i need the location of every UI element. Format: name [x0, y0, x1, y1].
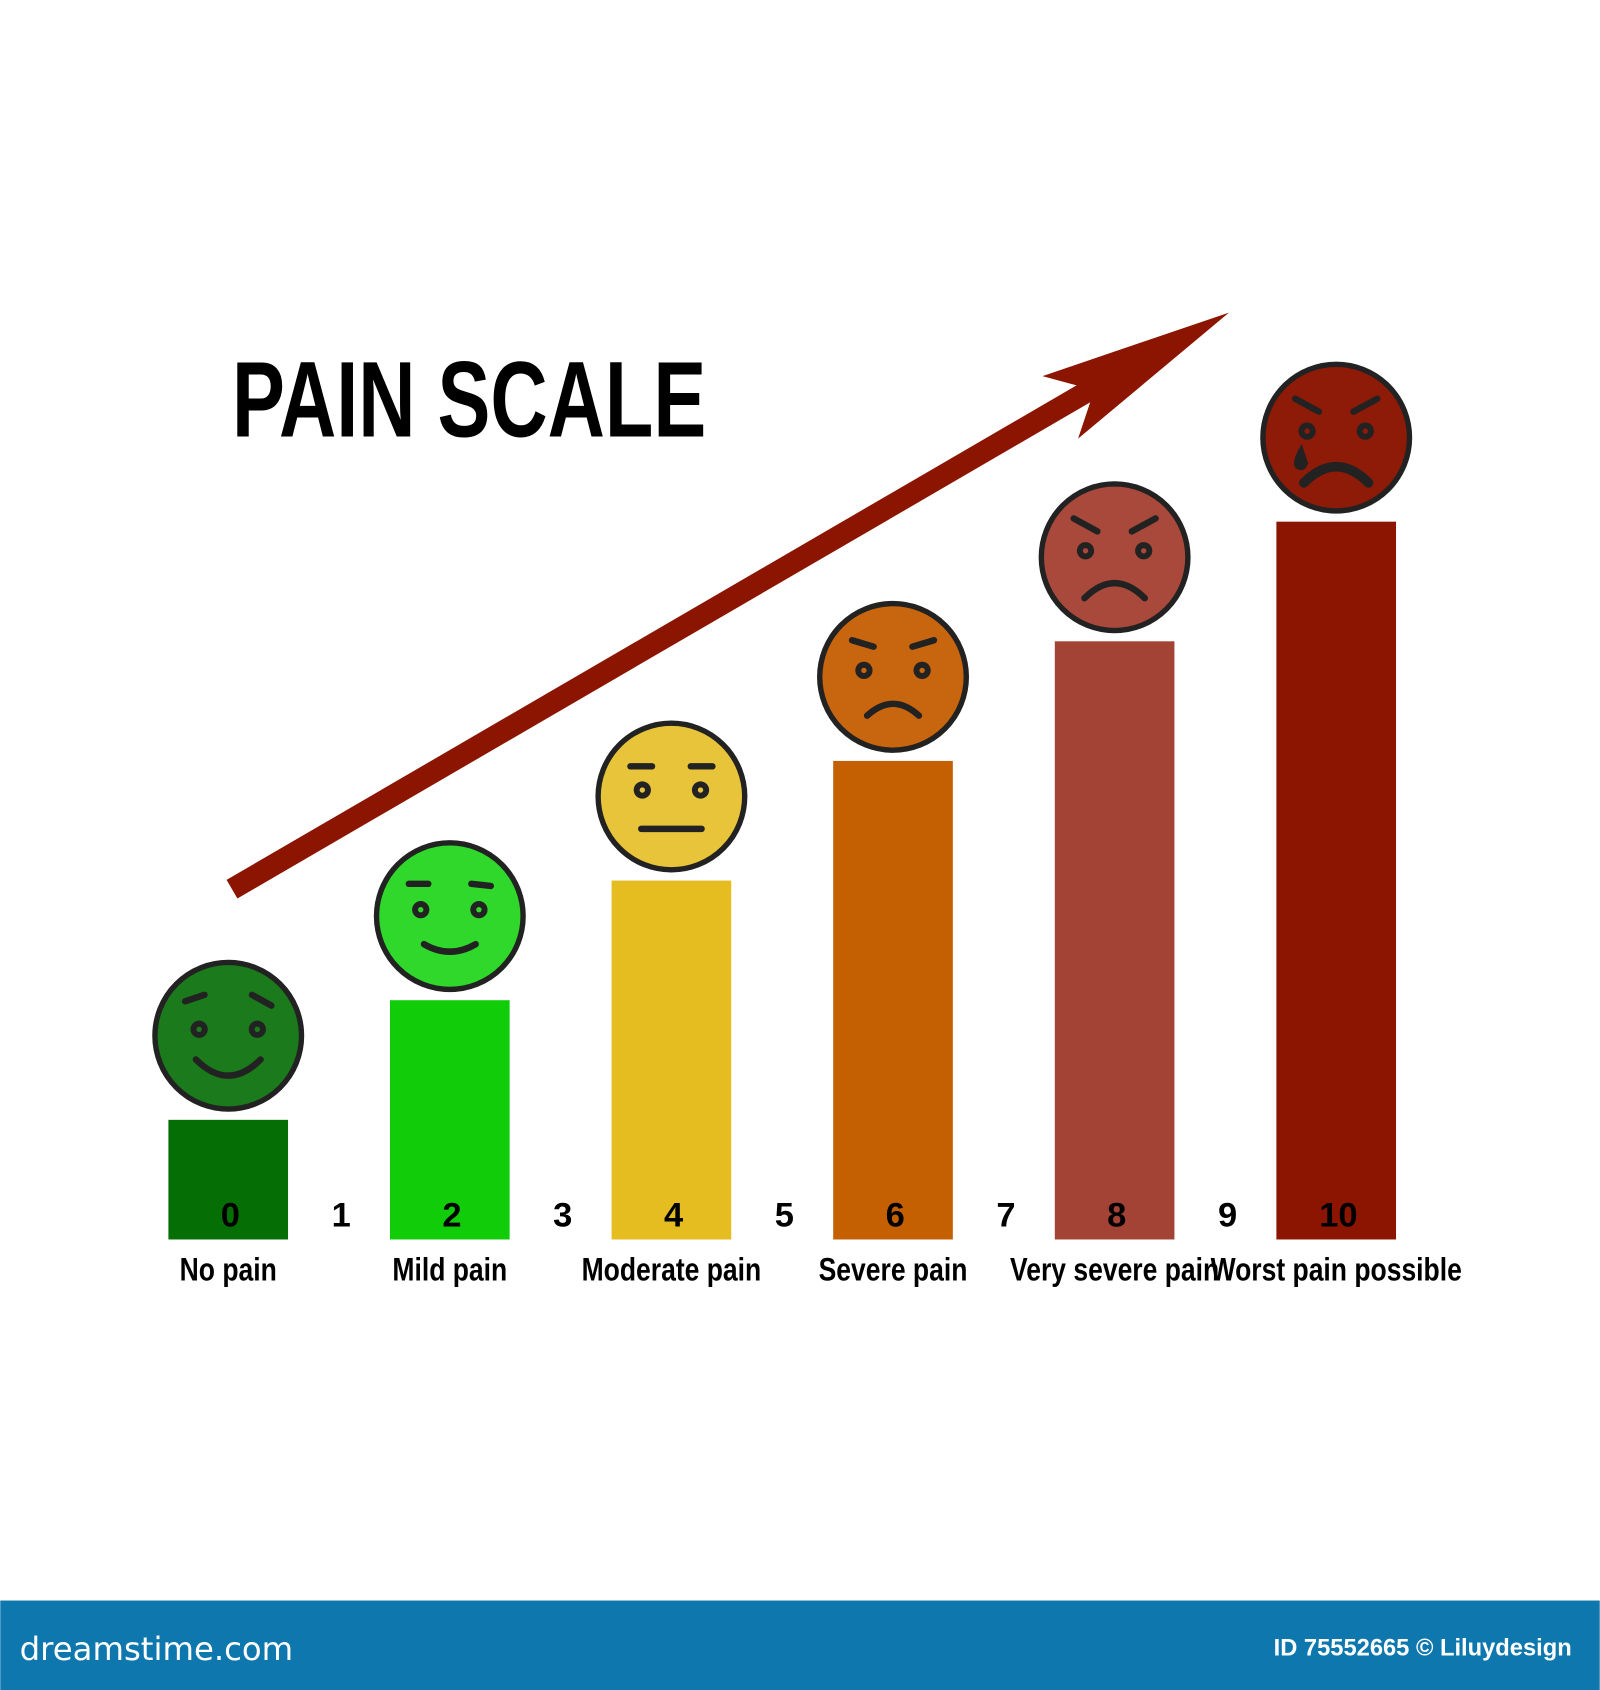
pain-level-6: 6 Severe pain	[817, 600, 969, 1288]
score-label: 6	[886, 1197, 905, 1235]
arrow-shaft	[226, 362, 1127, 899]
footer-bar	[0, 1600, 1600, 1690]
pain-level-0: 0 No pain	[152, 959, 305, 1288]
angry-face-icon	[1038, 481, 1191, 634]
increasing-pain-arrow	[226, 312, 1229, 899]
bar	[168, 1119, 289, 1240]
score-label: 10	[1319, 1197, 1357, 1235]
bar	[833, 760, 953, 1240]
pain-description: Mild pain	[392, 1252, 507, 1288]
bar	[1276, 521, 1397, 1240]
pain-description: Severe pain	[819, 1252, 968, 1288]
score-label: 5	[775, 1197, 794, 1235]
footer-brand: dreamstime.com	[20, 1630, 294, 1668]
score-label: 8	[1107, 1197, 1126, 1235]
score-label: 7	[996, 1197, 1015, 1235]
score-label: 2	[442, 1197, 461, 1235]
score-label: 4	[664, 1197, 683, 1235]
score-label: 1	[332, 1197, 351, 1235]
sad-face-icon	[817, 600, 969, 753]
bar	[390, 1000, 510, 1240]
footer-credit: ID 75552665 © Liluydesign	[1274, 1636, 1572, 1662]
arrow-head	[1042, 312, 1229, 439]
smile-face-icon	[373, 840, 526, 993]
pain-description: Worst pain possible	[1211, 1252, 1462, 1288]
score-label: 3	[553, 1197, 572, 1235]
score-label: 0	[221, 1197, 240, 1235]
neutral-face-icon	[595, 720, 748, 873]
tear-icon	[1294, 444, 1309, 471]
pain-level-2: 2 Mild pain	[373, 840, 526, 1288]
pain-description: Very severe pain	[1010, 1252, 1219, 1288]
pain-level-10: 10 Worst pain possible	[1211, 361, 1462, 1288]
pain-description: No pain	[180, 1252, 277, 1288]
chart-title: PAIN SCALE	[232, 339, 706, 460]
pain-description: Moderate pain	[582, 1252, 762, 1288]
crying-face-icon	[1260, 361, 1413, 514]
happy-face-icon	[152, 959, 305, 1112]
pain-level-8: 8 Very severe pain	[1010, 481, 1219, 1288]
pain-level-4: 4 Moderate pain	[582, 720, 762, 1288]
score-label: 9	[1218, 1197, 1237, 1235]
bar	[1054, 641, 1175, 1240]
bar	[611, 880, 732, 1240]
